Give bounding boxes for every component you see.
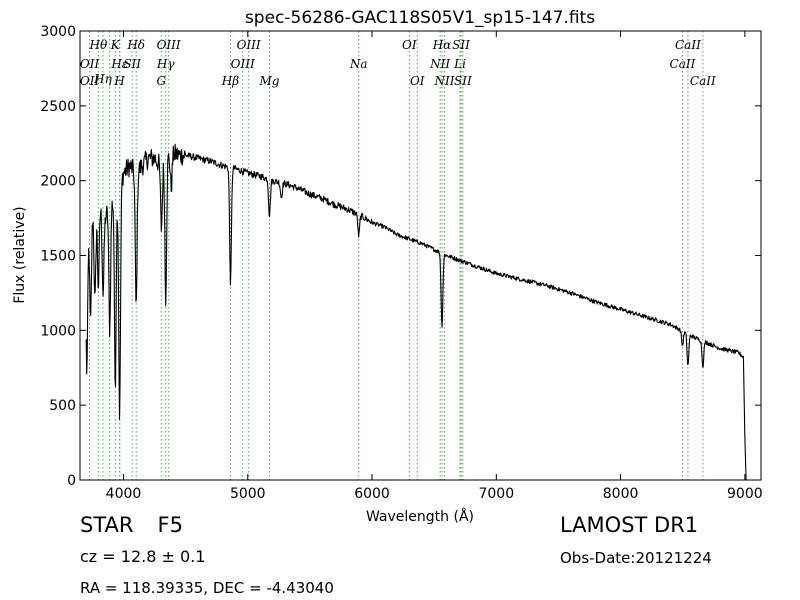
marker-label: OII [80, 74, 100, 88]
marker-label: Hγ [156, 57, 175, 71]
x-tick-label: 9000 [727, 486, 763, 502]
y-tick-label: 0 [67, 473, 76, 489]
marker-label: CaII [670, 57, 696, 71]
y-axis-label: Flux (relative) [12, 206, 28, 303]
marker-label: Hη [93, 72, 112, 86]
x-tick-label: 6000 [354, 486, 390, 502]
y-tick-label: 2000 [40, 174, 76, 190]
object-class: STAR F5 [80, 513, 183, 537]
marker-label: Hδ [126, 38, 145, 52]
y-tick-label: 3000 [40, 24, 76, 40]
y-axis-ticks: 0 500 1000 1500 2000 2500 3000 [40, 24, 761, 489]
y-tick-label: 500 [49, 398, 76, 414]
marker-label: Na [349, 57, 368, 71]
observation-date: Obs-Date:20121224 [560, 549, 712, 567]
marker-label: Hα [432, 38, 452, 52]
x-tick-label: 5000 [230, 486, 266, 502]
marker-label: OIII [157, 38, 181, 52]
spectrum-line [85, 143, 747, 481]
marker-label: Hθ [89, 38, 108, 52]
marker-label: Hβ [221, 74, 239, 88]
object-subclass: F5 [157, 513, 183, 537]
marker-label: K [110, 38, 121, 52]
redshift-value: cz = 12.8 ± 0.1 [80, 547, 206, 566]
y-tick-label: 1500 [40, 249, 76, 265]
marker-label: SII [123, 57, 141, 71]
marker-label: SII [454, 74, 472, 88]
marker-label: CaII [690, 74, 716, 88]
object-class-type: STAR [80, 513, 134, 537]
marker-label: NII [433, 74, 454, 88]
chart-title: spec-56286-GAC118S05V1_sp15-147.fits [245, 8, 595, 28]
plot-frame [79, 30, 762, 481]
survey-name: LAMOST DR1 [560, 513, 699, 537]
x-tick-label: 8000 [603, 486, 639, 502]
y-tick-label: 2500 [40, 99, 76, 115]
x-axis-label: Wavelength (Å) [366, 508, 474, 525]
y-tick-label: 1000 [40, 323, 76, 339]
marker-label: G [156, 74, 166, 88]
marker-label: SII [452, 38, 470, 52]
marker-label: NII [429, 57, 450, 71]
marker-label: OI [410, 74, 425, 88]
x-tick-label: 7000 [478, 486, 514, 502]
marker-label: OIII [231, 57, 255, 71]
x-tick-label: 4000 [106, 486, 142, 502]
x-axis-ticks: 4000 5000 6000 7000 8000 9000 [106, 31, 763, 502]
marker-label: OII [80, 57, 100, 71]
marker-label: CaII [675, 38, 701, 52]
marker-label: Li [453, 57, 466, 71]
marker-label: Mg [259, 74, 280, 88]
marker-label: OI [402, 38, 417, 52]
marker-label: H [113, 74, 125, 88]
spectral-line-markers [89, 31, 704, 480]
marker-label: OIII [237, 38, 261, 52]
sky-coordinates: RA = 118.39335, DEC = -4.43040 [80, 579, 334, 597]
marker-label: Hε [110, 57, 128, 71]
